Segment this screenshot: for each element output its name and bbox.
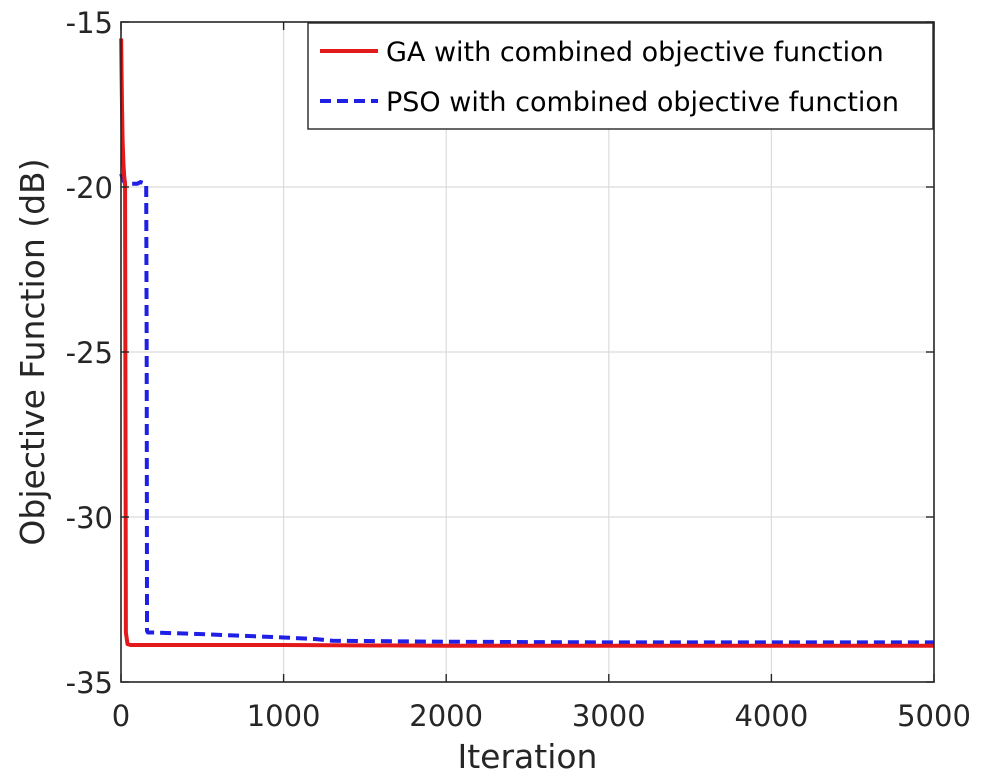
series-line-pso	[119, 173, 934, 645]
x-tick-label: 5000	[897, 699, 971, 733]
x-tick-label: 3000	[572, 699, 646, 733]
y-tick-label: -35	[66, 666, 113, 700]
x-tick-label: 4000	[734, 699, 808, 733]
y-axis-title: Objective Function (dB)	[13, 158, 52, 545]
series-layer	[119, 38, 934, 648]
y-tick-label: -20	[66, 171, 113, 205]
legend-label-ga: GA with combined objective function	[386, 37, 884, 68]
y-tick-label: -30	[66, 501, 113, 535]
grid-layer	[121, 22, 934, 682]
series-line-ga	[119, 38, 934, 648]
x-tick-label: 2000	[409, 699, 483, 733]
legend: GA with combined objective function PSO …	[307, 22, 934, 130]
x-axis-title: Iteration	[458, 737, 598, 776]
y-tick-label: -25	[66, 336, 113, 370]
legend-label-pso: PSO with combined objective function	[386, 87, 899, 118]
x-tick-label: 0	[112, 699, 130, 733]
ticks-layer: 0 1000 2000 3000 4000 5000 -35 -30 -25 -20 -15	[66, 6, 971, 733]
x-tick-label: 1000	[247, 699, 321, 733]
legend-box	[307, 22, 934, 130]
y-tick-label: -15	[66, 6, 113, 40]
